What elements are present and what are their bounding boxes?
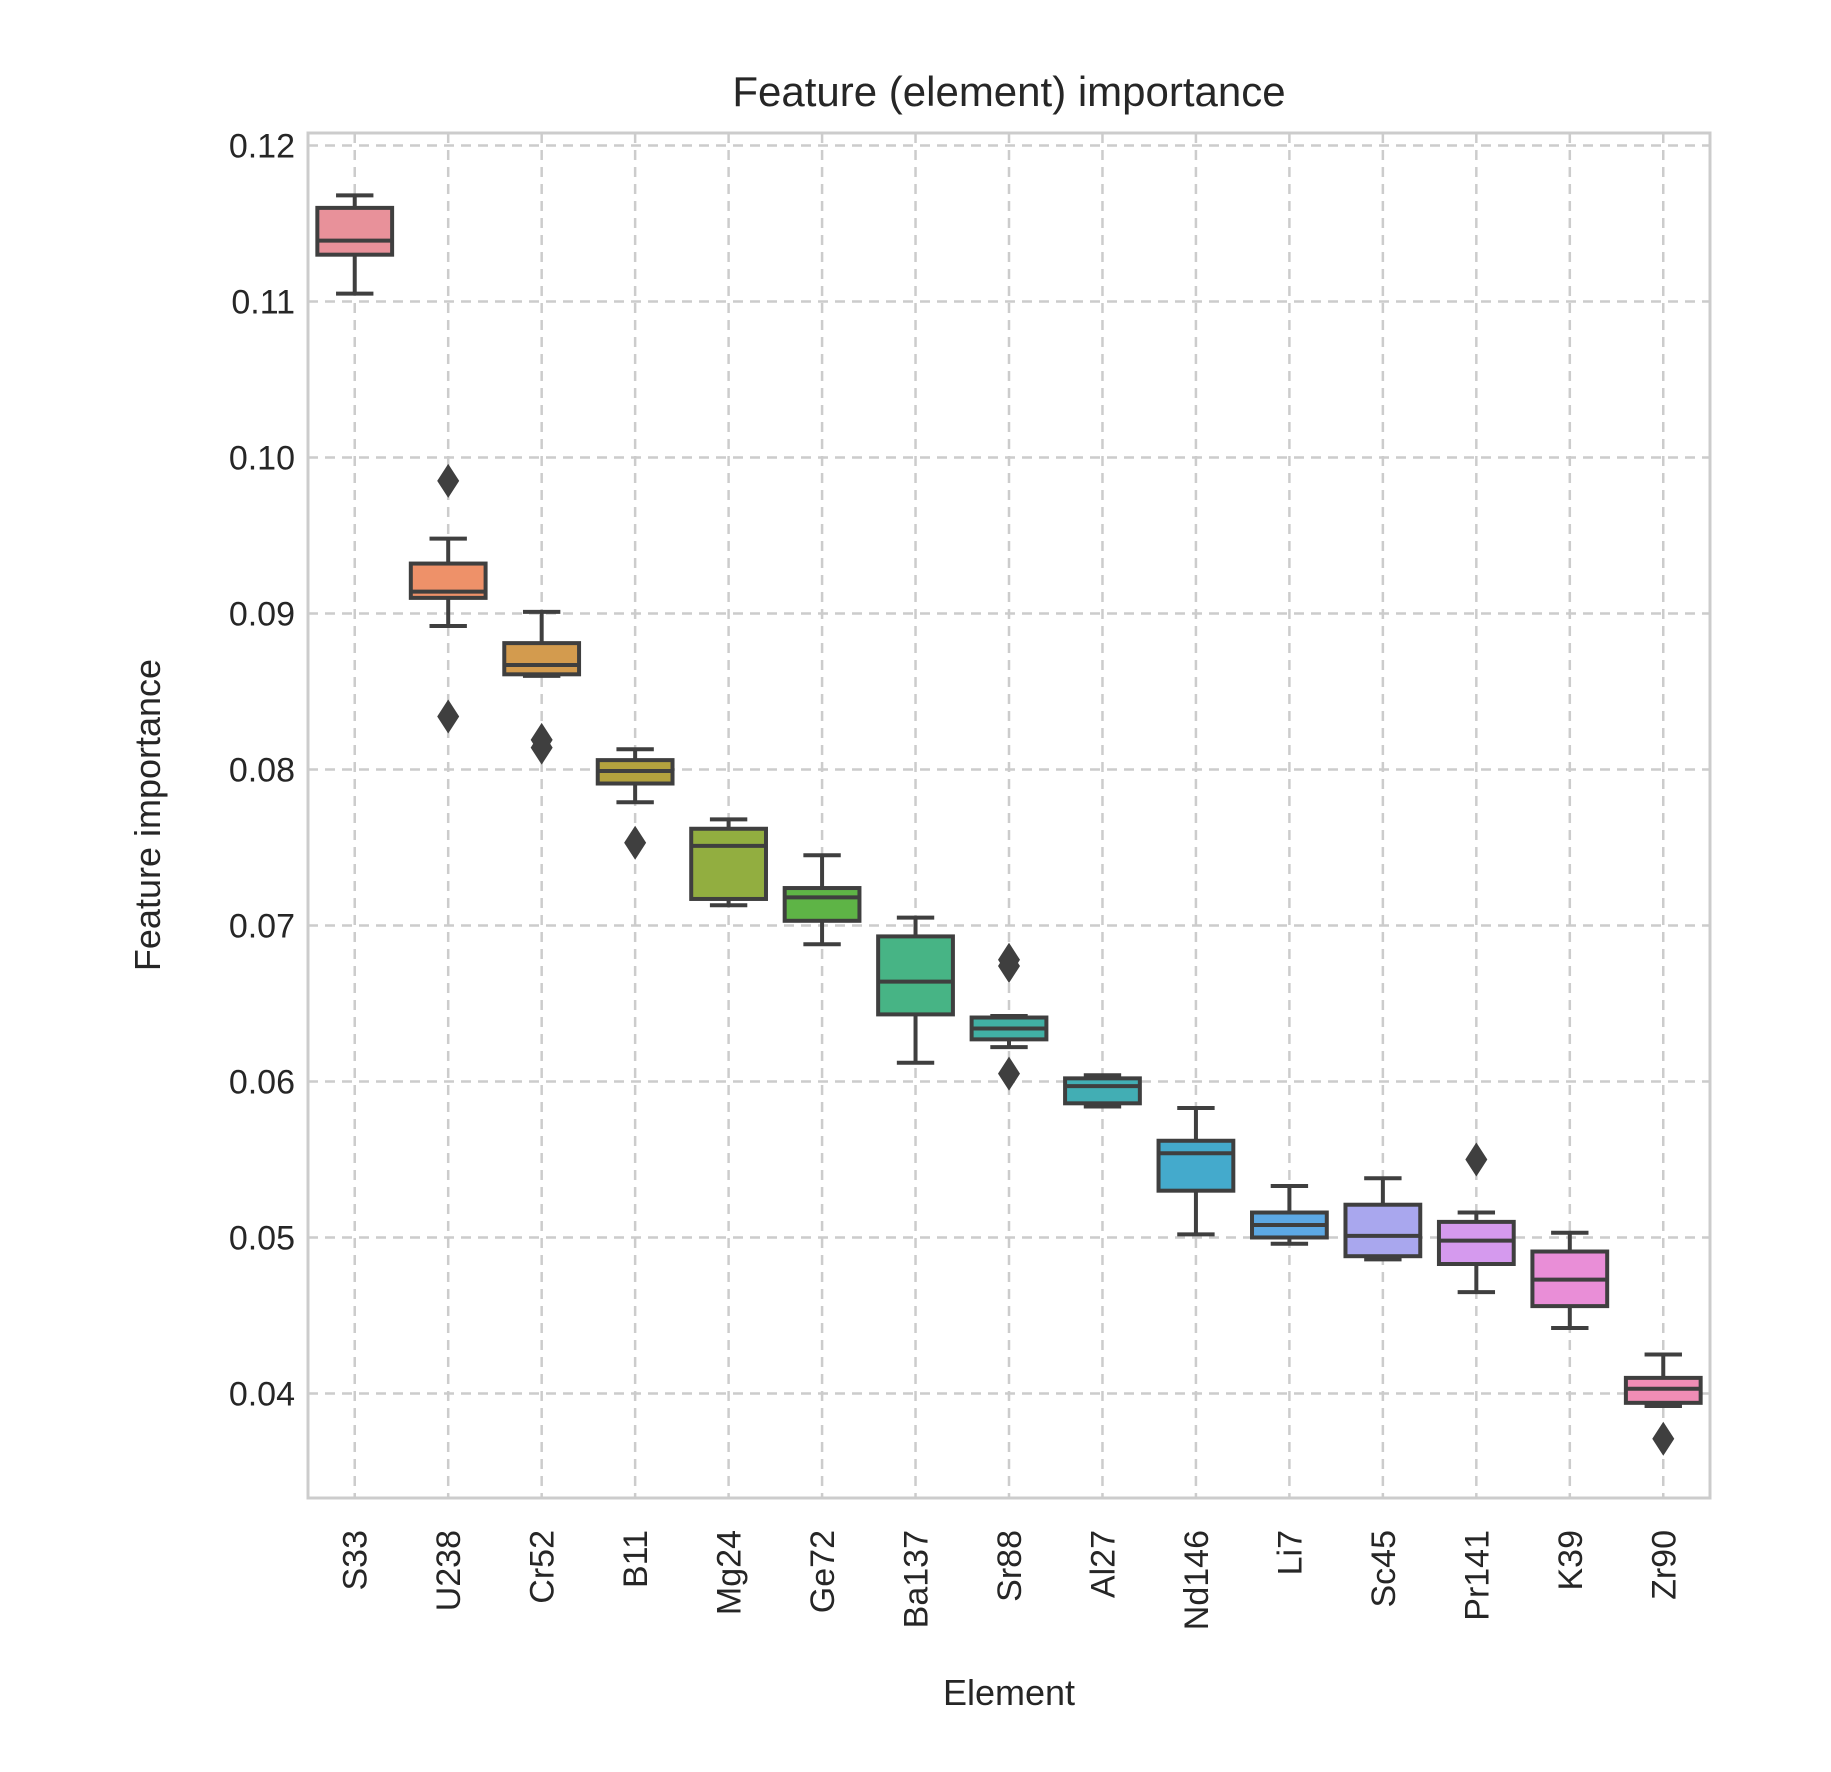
y-axis-label: Feature importance	[127, 659, 168, 971]
boxes-layer	[315, 193, 1703, 1456]
x-tick-label: Ge72	[804, 1530, 842, 1613]
outlier-point	[530, 730, 553, 765]
box-pr141	[1436, 1142, 1516, 1295]
x-tick-label: Ba137	[898, 1530, 936, 1628]
box-nd146	[1156, 1106, 1236, 1237]
y-tick-label: 0.06	[229, 1063, 295, 1101]
outlier-point	[437, 699, 460, 734]
x-tick-label: S33	[337, 1530, 375, 1591]
iqr-box	[1436, 1219, 1516, 1267]
y-tick-label: 0.08	[229, 751, 295, 789]
outlier-point	[624, 825, 647, 860]
box-u238	[408, 463, 488, 734]
x-tick-label: B11	[617, 1530, 655, 1588]
box-mg24	[689, 817, 768, 908]
x-tick-label: Zr90	[1645, 1530, 1683, 1600]
box-b11	[595, 747, 675, 860]
iqr-box	[315, 205, 395, 257]
x-tick-label: Sc45	[1365, 1530, 1403, 1608]
y-tick-label: 0.09	[229, 595, 295, 633]
x-tick-label: Li7	[1271, 1530, 1309, 1575]
x-tick-label: Nd146	[1178, 1530, 1216, 1630]
box-ba137	[876, 915, 955, 1065]
x-tick-label: Al27	[1084, 1530, 1122, 1598]
iqr-box	[1063, 1076, 1142, 1106]
box-s33	[315, 193, 395, 296]
box-sr88	[969, 942, 1049, 1091]
x-tick-label: Sr88	[991, 1530, 1029, 1602]
outlier-point	[998, 1056, 1020, 1091]
iqr-box	[876, 934, 955, 1017]
x-tick-label: Cr52	[524, 1530, 562, 1604]
x-axis-label: Element	[943, 1672, 1075, 1713]
y-tick-label: 0.12	[229, 127, 295, 165]
outlier-point	[1465, 1142, 1488, 1177]
box-sc45	[1343, 1176, 1423, 1262]
y-tick-label: 0.11	[231, 283, 295, 321]
outlier-point	[998, 949, 1020, 984]
y-tick-label: 0.05	[229, 1219, 295, 1257]
box-al27	[1063, 1073, 1142, 1109]
box-li7	[1250, 1184, 1329, 1246]
outlier-point	[437, 463, 460, 498]
y-tick-labels: 0.04 0.05 0.06 0.07 0.08 0.09 0.10 0.11 0.12	[229, 127, 295, 1413]
box-zr90	[1623, 1352, 1703, 1456]
x-tick-labels: S33 U238 Cr52 B11 Mg24 Ge72 Ba137 Sr88 Al27 Nd146…	[337, 1530, 1684, 1630]
x-tick-label: Pr141	[1458, 1530, 1496, 1621]
x-tick-label: U238	[430, 1530, 468, 1611]
box-k39	[1530, 1230, 1610, 1330]
outlier-point	[1652, 1421, 1675, 1456]
iqr-box	[689, 826, 768, 901]
grid-layer	[308, 133, 1710, 1498]
y-tick-label: 0.10	[229, 439, 295, 477]
y-tick-label: 0.04	[229, 1375, 295, 1413]
x-tick-label: Mg24	[711, 1530, 749, 1615]
box-cr52	[502, 609, 582, 765]
plot-area-frame	[306, 131, 1712, 1500]
iqr-box	[1156, 1138, 1236, 1193]
iqr-box	[502, 641, 582, 677]
y-tick-label: 0.07	[229, 907, 295, 945]
iqr-box	[1343, 1202, 1423, 1259]
chart-title: Feature (element) importance	[732, 68, 1285, 115]
iqr-box	[782, 886, 862, 923]
x-tick-label: K39	[1552, 1530, 1590, 1591]
box-ge72	[782, 853, 862, 947]
